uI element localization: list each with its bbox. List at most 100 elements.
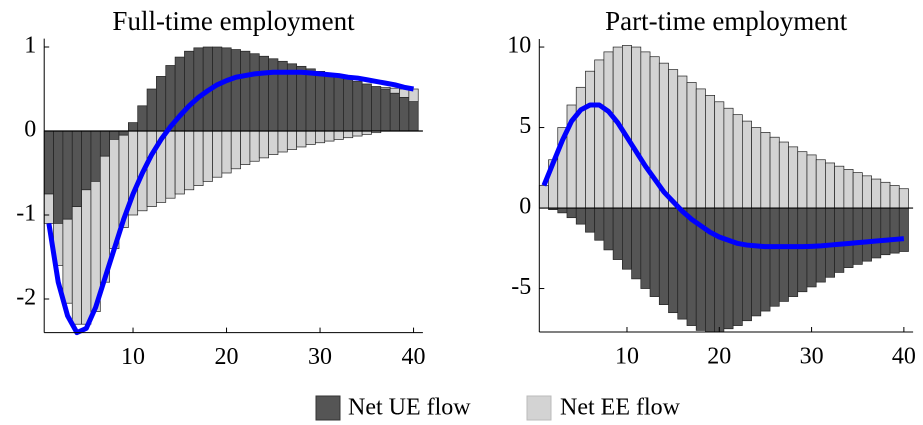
bar: [815, 159, 826, 209]
bar: [296, 130, 307, 148]
bar: [585, 70, 596, 209]
bar: [723, 207, 734, 330]
y-tick-label: 1: [24, 33, 36, 59]
bar: [99, 130, 111, 157]
bar: [566, 207, 577, 219]
bar: [686, 82, 697, 209]
bar: [389, 87, 400, 94]
bar: [343, 130, 354, 139]
legend-label: Net UE flow: [348, 395, 471, 421]
y-tick-label: -1: [16, 201, 36, 227]
bar: [806, 154, 817, 209]
bar: [184, 50, 195, 132]
bar: [898, 207, 909, 252]
bar: [871, 207, 882, 259]
bar: [212, 130, 223, 178]
bar: [230, 130, 241, 170]
bar: [230, 49, 241, 132]
bar: [861, 207, 872, 262]
bar: [668, 207, 679, 314]
bar: [62, 130, 73, 220]
bar: [361, 83, 372, 132]
bar: [686, 207, 697, 326]
bar: [184, 130, 195, 191]
bar: [286, 130, 298, 150]
x-tick-label: 10: [121, 344, 145, 370]
bar: [603, 51, 614, 209]
legend-swatch: [526, 395, 552, 421]
bar: [324, 130, 335, 142]
bar: [343, 78, 354, 132]
bar: [352, 81, 363, 132]
bar: [714, 207, 725, 333]
bar: [380, 88, 391, 132]
bar: [538, 185, 549, 209]
bar: [221, 130, 232, 174]
bar: [71, 206, 82, 325]
bar: [640, 207, 651, 289]
bar: [315, 71, 326, 132]
bar: [649, 207, 660, 297]
bar: [408, 101, 419, 132]
bar: [880, 181, 891, 209]
y-tick-label: 10: [507, 33, 531, 59]
bar: [380, 86, 391, 90]
bar: [797, 207, 808, 293]
bar: [53, 130, 64, 224]
bar: [852, 172, 863, 209]
bar: [43, 130, 54, 195]
bar: [268, 130, 279, 155]
legend-label: Net EE flow: [560, 395, 681, 421]
x-tick-label: 20: [707, 344, 731, 370]
chart-title: Full-time employment: [112, 6, 355, 36]
bar: [778, 207, 789, 302]
bar: [202, 130, 213, 182]
bar: [751, 207, 762, 317]
bar: [898, 188, 909, 209]
bar: [880, 207, 891, 256]
bar: [705, 94, 716, 209]
bar: [174, 130, 185, 195]
bar: [399, 97, 410, 132]
y-tick-label: -2: [16, 285, 36, 311]
bar: [732, 207, 743, 326]
bar: [677, 75, 688, 209]
bar: [258, 55, 269, 132]
bar: [305, 130, 316, 145]
bar: [62, 218, 73, 304]
bar: [296, 65, 307, 132]
bar: [81, 189, 92, 325]
bar: [371, 86, 382, 132]
bar: [249, 53, 260, 132]
bar: [43, 193, 54, 224]
bar: [81, 130, 92, 191]
bar: [594, 207, 605, 241]
bar: [240, 50, 251, 132]
bar: [146, 130, 157, 207]
bar: [221, 47, 232, 132]
bar: [751, 127, 762, 209]
bar: [585, 207, 596, 233]
bar: [333, 130, 344, 140]
bar: [769, 136, 780, 209]
bar: [834, 165, 845, 209]
bar: [249, 130, 260, 162]
bar: [769, 207, 780, 307]
bar: [352, 130, 363, 137]
bar: [631, 207, 642, 280]
chart-title: Part-time employment: [605, 6, 848, 36]
y-tick-label: 0: [519, 194, 531, 220]
bar: [852, 207, 863, 265]
bar: [861, 175, 872, 209]
bar: [742, 120, 752, 209]
bar: [622, 207, 632, 270]
bar: [165, 130, 176, 199]
bar: [156, 76, 167, 132]
bar: [408, 88, 419, 102]
bar: [714, 101, 725, 209]
bar: [705, 207, 716, 333]
bar: [889, 185, 900, 209]
bar: [575, 207, 586, 225]
bar: [240, 130, 251, 165]
